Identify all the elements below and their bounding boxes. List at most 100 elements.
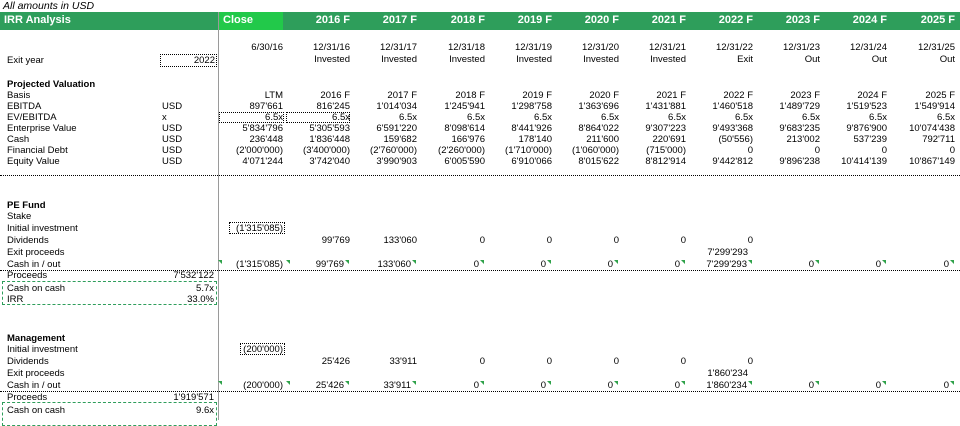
multiple-input-close[interactable]	[219, 112, 284, 123]
valuation-cell: (2'000'000)	[236, 145, 283, 156]
management-flag	[882, 381, 886, 385]
valuation-cell: 0	[949, 145, 955, 156]
valuation-cell: 9'896'238	[779, 156, 820, 167]
management-dividend: 0	[546, 356, 552, 367]
period-phase: Invested	[583, 54, 619, 65]
management-flag-label	[218, 381, 222, 385]
pe-irr-label: IRR	[7, 294, 24, 305]
valuation-cell: 6'591'220	[376, 123, 417, 134]
basis-cell: 2024 F	[857, 90, 887, 101]
basis-label: Basis	[7, 90, 31, 101]
period-date: 12/31/21	[649, 42, 686, 53]
valuation-cell: 10'074'438	[909, 123, 955, 134]
pe-initial-input[interactable]	[229, 222, 285, 234]
period-phase: Invested	[314, 54, 350, 65]
pe-coc-label: Cash on cash	[7, 283, 66, 294]
year-header: 2019 F	[517, 14, 552, 26]
valuation-cell: 5'305'593	[309, 123, 350, 134]
pe-exit-value: 7'299'293	[707, 247, 748, 258]
valuation-cell: 792'711	[922, 134, 955, 145]
year-header: 2020 F	[584, 14, 619, 26]
valuation-row-label: EV/EBITDA	[7, 112, 57, 123]
valuation-cell: 6.5x	[802, 112, 820, 123]
valuation-cell: 220'691	[652, 134, 686, 145]
valuation-cell: 9'307'223	[645, 123, 686, 134]
valuation-cell: 6.5x	[869, 112, 887, 123]
valuation-cell: 4'071'244	[242, 156, 283, 167]
valuation-cell: 9'442'812	[712, 156, 753, 167]
year-header: 2021 F	[651, 14, 686, 26]
pe_fund-dividend: 0	[747, 235, 753, 246]
multiple-input-2016[interactable]	[286, 112, 350, 123]
exit-year-label: Exit year	[7, 55, 44, 66]
mgmt-coc-value: 9.6x	[196, 405, 214, 416]
valuation-cell: 6.5x	[534, 112, 552, 123]
valuation-cell: 0	[814, 145, 820, 156]
period-date: 12/31/23	[783, 42, 820, 53]
pe_fund-cash-cell: 0	[674, 259, 680, 270]
valuation-cell: 8'441'926	[511, 123, 552, 134]
management-flag	[614, 381, 618, 385]
valuation-cell: 1'245'941	[444, 101, 485, 112]
management-cash-cell: 1'860'234	[706, 380, 747, 391]
pe-proceeds-value: 7'532'122	[173, 270, 214, 281]
valuation-cell: 6.5x	[601, 112, 619, 123]
management-flag	[345, 381, 349, 385]
basis-cell: 2025 F	[925, 90, 955, 101]
mgmt-cash-underline	[0, 391, 960, 392]
valuation-cell: 8'864'022	[578, 123, 619, 134]
mgmt-proceeds-value: 1'919'571	[173, 392, 214, 403]
valuation-title: Projected Valuation	[7, 79, 96, 90]
management-flag	[748, 381, 752, 385]
amounts-note: All amounts in USD	[3, 0, 95, 12]
pe-exit-label: Exit proceeds	[7, 247, 65, 258]
management-dividend: 0	[747, 356, 753, 367]
management-dividend: 0	[613, 356, 619, 367]
pe-coc-value: 5.7x	[196, 283, 214, 294]
mgmt-cash-close: (200'000)	[243, 380, 283, 391]
year-header: 2025 F	[920, 14, 955, 26]
management-dividend: 0	[680, 356, 686, 367]
pe-proceeds-label: Proceeds	[7, 270, 48, 281]
column-divider	[218, 12, 219, 420]
mgmt-exit-value: 1'860'234	[707, 368, 748, 379]
pe_fund-flag	[681, 260, 685, 264]
basis-cell: 2019 F	[522, 90, 552, 101]
pe_fund-cash-cell: 7'299'293	[706, 259, 747, 270]
valuation-cell: 816'245	[316, 101, 350, 112]
pe_fund-cash-cell: 0	[540, 259, 546, 270]
period-phase: Invested	[449, 54, 485, 65]
management-cash-cell: 25'426	[315, 380, 344, 391]
pe_fund-flag	[815, 260, 819, 264]
valuation-row-label: EBITDA	[7, 101, 42, 112]
valuation-cell: 1'549'914	[914, 101, 955, 112]
mgmt-initial-input[interactable]	[240, 343, 285, 355]
basis-cell: LTM	[264, 90, 283, 101]
mgmt-cash-label: Cash in / out	[7, 380, 61, 391]
period-date: 12/31/20	[582, 42, 619, 53]
basis-cell: 2023 F	[790, 90, 820, 101]
valuation-cell: 1'014'034	[376, 101, 417, 112]
valuation-cell: 1'363'696	[578, 101, 619, 112]
management-flag	[950, 381, 954, 385]
valuation-cell: (50'556)	[718, 134, 753, 145]
mgmt-dividends-label: Dividends	[7, 356, 49, 367]
pe_fund-cash-cell: 0	[607, 259, 613, 270]
valuation-cell: 6'910'066	[511, 156, 552, 167]
pe_fund-cash-cell: 133'060	[377, 259, 411, 270]
management-dividend: 33'911	[389, 356, 417, 367]
pe-stake-label: Stake	[7, 211, 32, 222]
year-header: 2017 F	[382, 14, 417, 26]
close-column-header	[219, 12, 283, 30]
period-date: 12/31/24	[850, 42, 887, 53]
exit-year-input[interactable]	[160, 54, 217, 67]
valuation-cell: (715'000)	[646, 145, 686, 156]
pe-returns-box	[2, 281, 217, 305]
close-label: Close	[223, 14, 253, 26]
pe_fund-flag-label	[218, 260, 222, 264]
management-cash-cell: 0	[540, 380, 546, 391]
management-cash-cell: 33'911	[383, 380, 411, 391]
pe_fund-cash-cell: 99'769	[315, 259, 344, 270]
valuation-cell: 9'683'235	[779, 123, 820, 134]
mgmt-exit-label: Exit proceeds	[7, 368, 65, 379]
